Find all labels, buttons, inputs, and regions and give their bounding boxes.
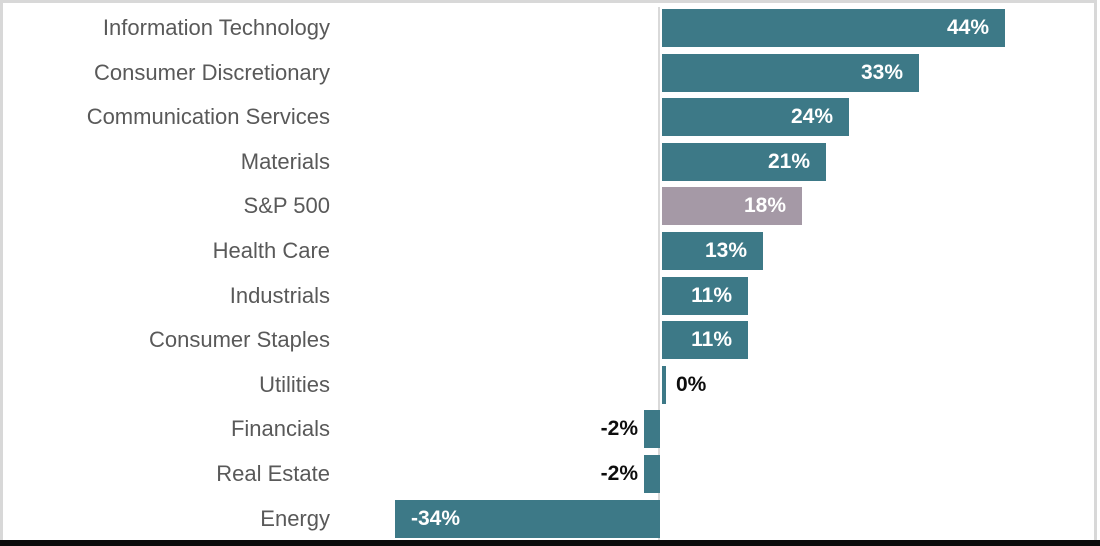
bar bbox=[644, 410, 660, 449]
value-label: 13% bbox=[704, 239, 747, 262]
bar: 44% bbox=[662, 9, 1005, 47]
bar: 33% bbox=[662, 53, 919, 92]
category-label: Financials bbox=[230, 416, 330, 442]
bar: 24% bbox=[662, 98, 849, 137]
chart-row: Real Estate -2% bbox=[0, 455, 1100, 493]
chart-row: Consumer Discretionary 33% bbox=[0, 53, 1100, 92]
value-label: 44% bbox=[946, 16, 989, 39]
value-label: -34% bbox=[411, 506, 461, 530]
chart-row: S&P 500 18% bbox=[0, 187, 1100, 226]
category-label: Information Technology bbox=[102, 15, 330, 40]
value-label: 33% bbox=[860, 60, 903, 84]
value-label: 0% bbox=[676, 372, 707, 396]
category-label: Energy bbox=[260, 505, 330, 531]
bar: -34% bbox=[395, 499, 660, 538]
chart-row: Communication Services 24% bbox=[0, 98, 1100, 137]
bar: 18% bbox=[662, 187, 802, 226]
category-label: Real Estate bbox=[216, 461, 330, 486]
value-label: 21% bbox=[767, 149, 810, 173]
category-label: Industrials bbox=[229, 282, 330, 308]
bar bbox=[662, 365, 666, 404]
value-label: 11% bbox=[691, 328, 732, 352]
category-label: Health Care bbox=[212, 238, 330, 263]
chart-row: Materials 21% bbox=[0, 142, 1100, 181]
chart-row: Utilities 0% bbox=[0, 365, 1100, 404]
value-label: 24% bbox=[790, 105, 833, 129]
chart-row: Financials -2% bbox=[0, 410, 1100, 449]
category-label: Communication Services bbox=[86, 104, 330, 130]
chart-row: Information Technology 44% bbox=[0, 9, 1100, 47]
chart-row: Consumer Staples 11% bbox=[0, 321, 1100, 360]
bottom-border bbox=[0, 540, 1100, 546]
bar: 11% bbox=[662, 276, 748, 315]
bar bbox=[644, 455, 660, 493]
category-label: Utilities bbox=[259, 371, 330, 397]
bar: 21% bbox=[662, 142, 826, 181]
category-label: Materials bbox=[240, 148, 330, 174]
value-label: -2% bbox=[600, 417, 638, 441]
bar: 13% bbox=[662, 232, 763, 270]
bar: 11% bbox=[662, 321, 748, 360]
chart-row: Energy -34% bbox=[0, 499, 1100, 538]
category-label: Consumer Staples bbox=[149, 327, 330, 353]
category-label: S&P 500 bbox=[243, 193, 330, 219]
value-label: -2% bbox=[600, 462, 638, 485]
value-label: 11% bbox=[691, 283, 732, 307]
value-label: 18% bbox=[743, 194, 786, 218]
chart-row: Industrials 11% bbox=[0, 276, 1100, 315]
category-label: Consumer Discretionary bbox=[94, 59, 330, 85]
chart-row: Health Care 13% bbox=[0, 232, 1100, 270]
baseline-axis bbox=[658, 7, 660, 540]
